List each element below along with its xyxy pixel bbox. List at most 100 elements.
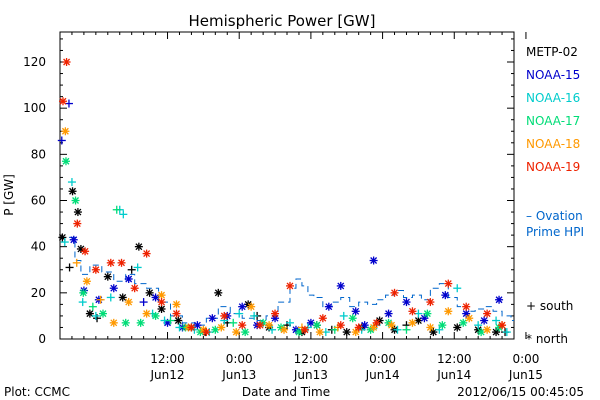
data-point <box>420 314 429 323</box>
data-point <box>477 328 486 337</box>
data-point <box>136 318 145 327</box>
data-point <box>306 318 315 327</box>
data-points <box>57 58 511 337</box>
y-tick-label: 60 <box>31 194 46 208</box>
data-point <box>202 328 211 337</box>
x-tick-date-label: Jun13 <box>293 368 328 382</box>
data-point <box>250 311 259 320</box>
series-noaa-16 <box>60 178 511 337</box>
data-point <box>151 311 160 320</box>
data-point <box>387 321 396 330</box>
data-point <box>268 325 277 334</box>
data-point <box>369 323 378 332</box>
data-point <box>498 321 507 330</box>
data-point <box>127 265 136 274</box>
y-tick-label: 20 <box>31 286 46 300</box>
data-point <box>342 328 351 337</box>
data-point <box>393 325 402 334</box>
data-point <box>118 293 127 302</box>
x-tick-date-label: Jun15 <box>508 368 543 382</box>
data-point <box>109 318 118 327</box>
data-point <box>438 321 447 330</box>
series-noaa-19 <box>58 58 507 337</box>
data-point <box>214 288 223 297</box>
data-point <box>444 307 453 316</box>
data-point <box>459 318 468 327</box>
data-point <box>372 318 381 327</box>
x-tick-date-label: Jun14 <box>365 368 400 382</box>
data-point <box>453 284 462 293</box>
data-point <box>256 321 265 330</box>
data-point <box>354 323 363 332</box>
data-point <box>68 187 77 196</box>
data-point <box>280 325 289 334</box>
data-point <box>339 311 348 320</box>
data-point <box>61 157 70 166</box>
data-point <box>265 321 274 330</box>
data-point <box>157 291 166 300</box>
x-axis-label: Date and Time <box>242 385 330 399</box>
data-point <box>58 97 67 106</box>
data-point <box>492 328 501 337</box>
data-point <box>462 309 471 318</box>
data-point <box>134 242 143 251</box>
data-point <box>112 205 121 214</box>
x-tick-label: 0:00 <box>369 352 396 366</box>
x-tick-label: 12:00 <box>437 352 472 366</box>
data-point <box>408 307 417 316</box>
marker-legend-south: + south <box>526 299 573 313</box>
data-point <box>79 288 88 297</box>
legend-ovation-line2: Prime HPI <box>526 225 584 239</box>
data-point <box>348 314 357 323</box>
data-point <box>82 277 91 286</box>
legend-entry: NOAA-15 <box>526 68 580 82</box>
data-point <box>384 309 393 318</box>
data-point <box>483 309 492 318</box>
x-axis: 12:00 Jun12 0:00 Jun13 12:00 Jun13 0:00 Jun14 12… <box>59 32 543 382</box>
ovation-hpi-path <box>68 236 514 326</box>
data-point <box>133 263 142 272</box>
data-point <box>271 309 280 318</box>
data-point <box>65 263 74 272</box>
data-point <box>73 208 82 217</box>
series-noaa-17 <box>61 157 504 337</box>
data-point <box>402 325 411 334</box>
data-point <box>229 318 238 327</box>
x-tick-date-label: Jun12 <box>150 368 185 382</box>
data-point <box>60 238 69 247</box>
data-point <box>480 316 489 325</box>
data-point <box>91 265 100 274</box>
data-point <box>390 288 399 297</box>
footer-credit: Plot: CCMC <box>4 385 70 399</box>
data-point <box>124 274 133 283</box>
data-point <box>300 325 309 334</box>
data-point <box>109 284 118 293</box>
data-point <box>312 321 321 330</box>
data-point <box>238 302 247 311</box>
data-point <box>103 272 112 281</box>
data-point <box>426 323 435 332</box>
x-tick-date-label: Jun13 <box>221 368 256 382</box>
data-point <box>157 304 166 313</box>
ovation-hpi-line <box>68 236 514 326</box>
x-tick-label: 12:00 <box>294 352 329 366</box>
y-axis-label: P [GW] <box>2 174 16 216</box>
data-point <box>67 178 76 187</box>
y-tick-label: 0 <box>38 332 46 346</box>
data-point <box>142 249 151 258</box>
x-tick-label: 0:00 <box>512 352 539 366</box>
data-point <box>495 295 504 304</box>
data-point <box>220 311 229 320</box>
y-tick-label: 80 <box>31 147 46 161</box>
data-point <box>426 298 435 307</box>
data-point <box>483 325 492 334</box>
data-point <box>208 314 217 323</box>
data-point <box>106 293 115 302</box>
data-point <box>435 325 444 334</box>
data-point <box>369 256 378 265</box>
data-point <box>315 328 324 337</box>
data-point <box>336 281 345 290</box>
legend-entry: NOAA-16 <box>526 91 580 105</box>
data-point <box>402 298 411 307</box>
legend-entry: NOAA-17 <box>526 114 580 128</box>
